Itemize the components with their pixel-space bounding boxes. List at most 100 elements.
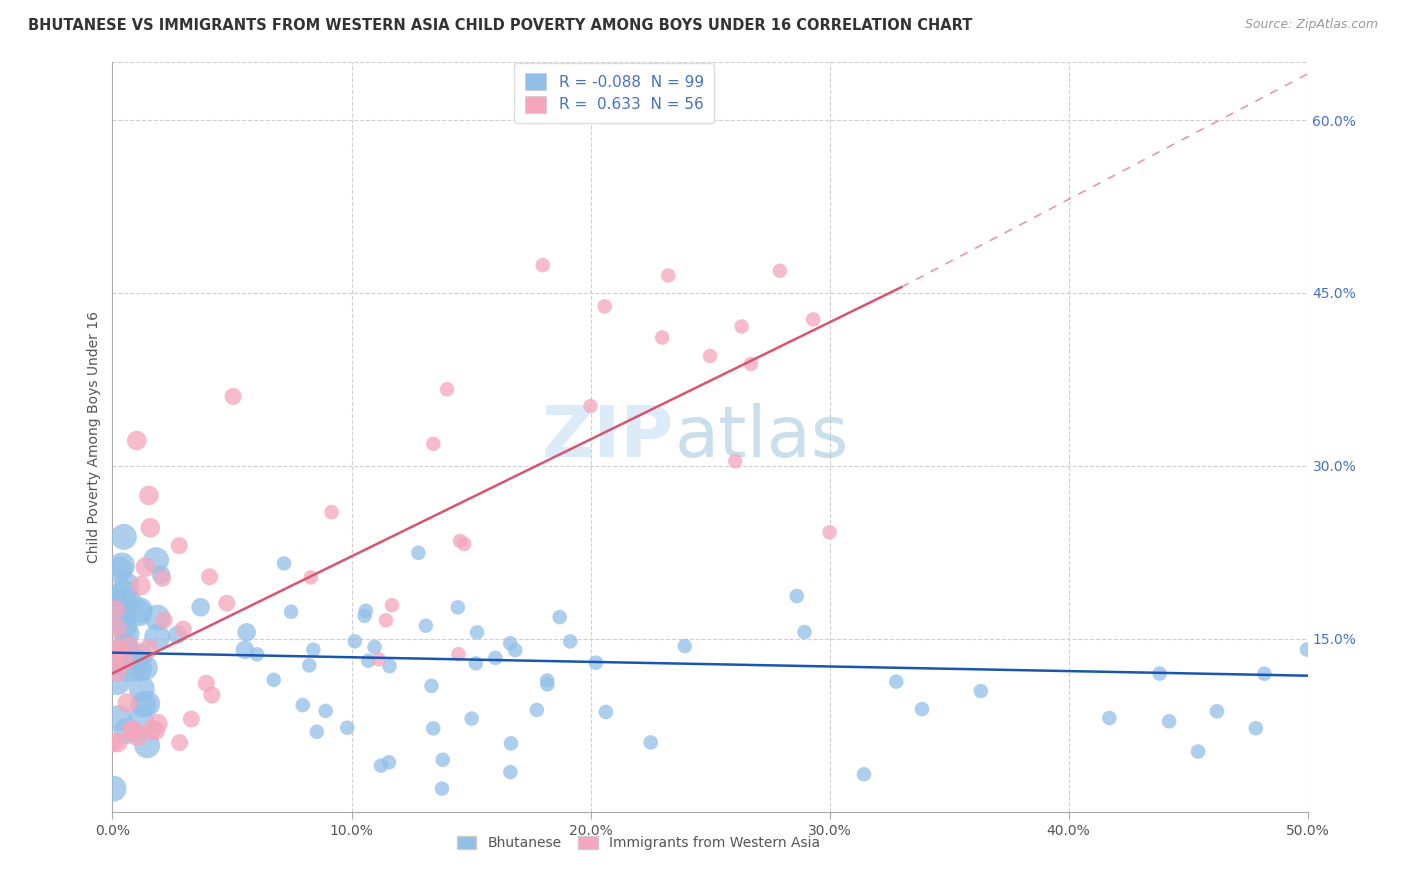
Point: [1149, 666, 1171, 681]
Point: [104, 652, 127, 666]
Point: [548, 610, 571, 624]
Point: [368, 652, 391, 666]
Point: [657, 268, 679, 283]
Point: [263, 673, 285, 687]
Point: [125, 434, 148, 448]
Point: [449, 533, 471, 548]
Point: [112, 607, 135, 621]
Point: [818, 525, 841, 540]
Point: [408, 546, 430, 560]
Point: [381, 598, 404, 612]
Point: [117, 593, 139, 607]
Point: [291, 698, 314, 712]
Point: [793, 625, 815, 640]
Point: [115, 627, 138, 641]
Point: [651, 330, 673, 344]
Point: [724, 454, 747, 468]
Point: [128, 603, 150, 617]
Point: [127, 730, 149, 744]
Point: [222, 389, 245, 403]
Point: [378, 756, 401, 770]
Point: [357, 654, 380, 668]
Point: [884, 674, 907, 689]
Point: [769, 264, 792, 278]
Point: [108, 563, 131, 577]
Point: [128, 649, 150, 664]
Point: [503, 643, 526, 657]
Point: [134, 560, 156, 574]
Point: [370, 758, 392, 772]
Point: [118, 639, 141, 653]
Point: [152, 571, 174, 585]
Point: [132, 698, 155, 712]
Point: [145, 553, 167, 567]
Point: [121, 723, 143, 738]
Text: BHUTANESE VS IMMIGRANTS FROM WESTERN ASIA CHILD POVERTY AMONG BOYS UNDER 16 CORR: BHUTANESE VS IMMIGRANTS FROM WESTERN ASI…: [28, 18, 973, 33]
Point: [108, 604, 131, 618]
Point: [215, 596, 238, 610]
Point: [273, 557, 295, 571]
Point: [460, 712, 482, 726]
Point: [111, 558, 134, 573]
Point: [740, 357, 762, 371]
Point: [536, 673, 558, 688]
Point: [299, 570, 322, 584]
Point: [280, 605, 302, 619]
Text: atlas: atlas: [675, 402, 849, 472]
Point: [128, 662, 150, 676]
Point: [1159, 714, 1181, 729]
Point: [298, 658, 321, 673]
Point: [1206, 704, 1229, 718]
Point: [112, 530, 135, 544]
Point: [786, 589, 808, 603]
Point: [1187, 745, 1209, 759]
Point: [166, 628, 188, 642]
Point: [302, 642, 325, 657]
Legend: Bhutanese, Immigrants from Western Asia: Bhutanese, Immigrants from Western Asia: [450, 829, 827, 857]
Point: [115, 696, 138, 710]
Point: [115, 578, 138, 592]
Point: [673, 639, 696, 653]
Point: [129, 714, 152, 728]
Point: [970, 684, 993, 698]
Point: [195, 676, 218, 690]
Point: [190, 600, 212, 615]
Point: [484, 651, 506, 665]
Point: [415, 618, 437, 632]
Point: [432, 753, 454, 767]
Point: [110, 647, 132, 661]
Point: [464, 657, 486, 671]
Point: [139, 521, 162, 535]
Point: [105, 622, 128, 636]
Point: [353, 608, 375, 623]
Text: Source: ZipAtlas.com: Source: ZipAtlas.com: [1244, 18, 1378, 31]
Point: [128, 606, 150, 620]
Point: [354, 604, 377, 618]
Y-axis label: Child Poverty Among Boys Under 16: Child Poverty Among Boys Under 16: [87, 311, 101, 563]
Point: [640, 735, 662, 749]
Point: [499, 636, 522, 650]
Point: [134, 660, 156, 674]
Point: [131, 681, 153, 696]
Point: [336, 721, 359, 735]
Point: [141, 723, 163, 737]
Point: [422, 722, 444, 736]
Point: [560, 634, 582, 648]
Point: [105, 665, 128, 680]
Point: [526, 703, 548, 717]
Point: [104, 656, 127, 670]
Point: [378, 659, 401, 673]
Point: [343, 634, 366, 648]
Point: [593, 300, 616, 314]
Point: [198, 570, 221, 584]
Point: [315, 704, 337, 718]
Point: [579, 399, 602, 413]
Point: [103, 781, 125, 796]
Point: [180, 712, 202, 726]
Point: [112, 654, 135, 668]
Point: [107, 735, 129, 749]
Point: [112, 619, 135, 633]
Point: [447, 600, 470, 615]
Point: [1098, 711, 1121, 725]
Point: [146, 630, 169, 644]
